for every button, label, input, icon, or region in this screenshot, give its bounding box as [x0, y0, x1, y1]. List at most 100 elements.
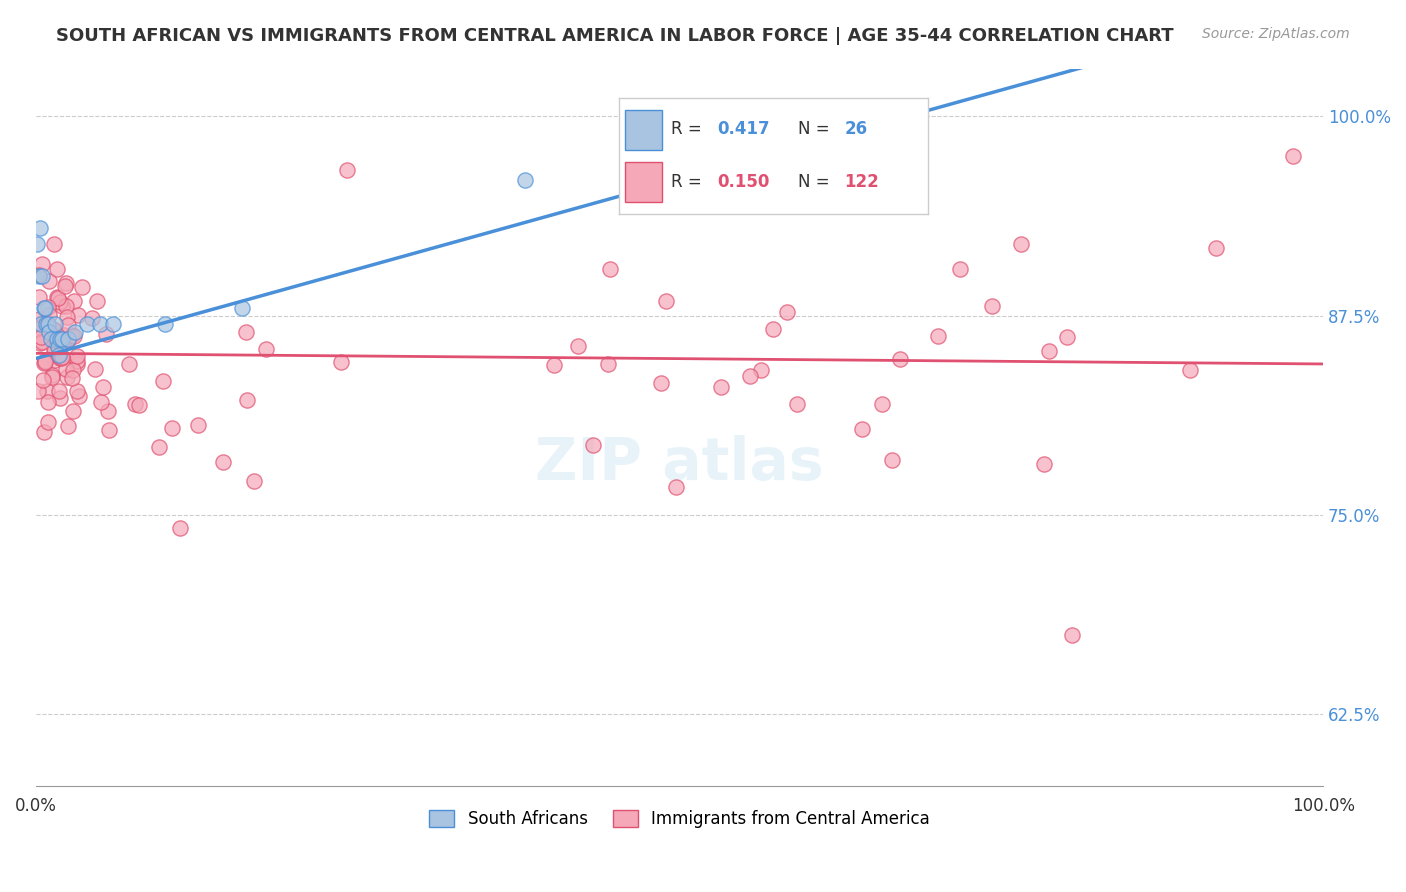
- Immigrants from Central America: [749, 363, 772, 377]
- Immigrants from Central America: [235, 325, 257, 339]
- Immigrants from Central America: [90, 395, 112, 409]
- Immigrants from Central America: [665, 480, 688, 494]
- South Africans: [513, 173, 536, 187]
- Immigrants from Central America: [948, 261, 970, 276]
- Bar: [624, 162, 662, 202]
- Text: ZIP atlas: ZIP atlas: [536, 434, 824, 491]
- Immigrants from Central America: [49, 294, 72, 309]
- Immigrants from Central America: [1032, 457, 1054, 471]
- Immigrants from Central America: [37, 320, 59, 334]
- South Africans: [56, 333, 79, 347]
- South Africans: [89, 317, 111, 331]
- Text: R =: R =: [671, 120, 702, 138]
- Immigrants from Central America: [49, 391, 72, 405]
- Immigrants from Central America: [62, 404, 84, 418]
- Immigrants from Central America: [46, 262, 69, 277]
- Immigrants from Central America: [34, 354, 56, 368]
- Immigrants from Central America: [37, 315, 59, 329]
- Immigrants from Central America: [152, 374, 174, 388]
- Immigrants from Central America: [42, 329, 65, 343]
- Immigrants from Central America: [46, 290, 69, 304]
- Immigrants from Central America: [650, 376, 672, 390]
- Immigrants from Central America: [786, 397, 808, 411]
- Immigrants from Central America: [63, 294, 86, 309]
- South Africans: [44, 317, 66, 331]
- Immigrants from Central America: [86, 293, 108, 308]
- Immigrants from Central America: [53, 279, 76, 293]
- Immigrants from Central America: [243, 474, 266, 488]
- Immigrants from Central America: [44, 236, 66, 251]
- Immigrants from Central America: [51, 299, 73, 313]
- Immigrants from Central America: [212, 455, 235, 469]
- Immigrants from Central America: [66, 308, 89, 322]
- Immigrants from Central America: [72, 280, 94, 294]
- South Africans: [34, 301, 56, 315]
- Immigrants from Central America: [42, 323, 65, 337]
- Immigrants from Central America: [1038, 344, 1060, 359]
- Immigrants from Central America: [1060, 628, 1083, 642]
- Immigrants from Central America: [60, 370, 83, 384]
- Immigrants from Central America: [32, 373, 55, 387]
- Immigrants from Central America: [28, 312, 51, 326]
- Immigrants from Central America: [776, 305, 799, 319]
- Immigrants from Central America: [34, 353, 56, 368]
- Immigrants from Central America: [55, 362, 77, 376]
- Immigrants from Central America: [82, 310, 104, 325]
- Immigrants from Central America: [1281, 149, 1303, 163]
- Immigrants from Central America: [655, 293, 678, 308]
- Immigrants from Central America: [980, 299, 1002, 313]
- Immigrants from Central America: [330, 355, 353, 369]
- Immigrants from Central America: [58, 333, 80, 347]
- Immigrants from Central America: [32, 425, 55, 439]
- Immigrants from Central America: [98, 424, 121, 438]
- Immigrants from Central America: [124, 397, 146, 411]
- Text: SOUTH AFRICAN VS IMMIGRANTS FROM CENTRAL AMERICA IN LABOR FORCE | AGE 35-44 CORR: SOUTH AFRICAN VS IMMIGRANTS FROM CENTRAL…: [56, 27, 1174, 45]
- Immigrants from Central America: [56, 419, 79, 434]
- Immigrants from Central America: [56, 369, 79, 384]
- South Africans: [28, 221, 51, 235]
- Immigrants from Central America: [56, 310, 79, 325]
- Immigrants from Central America: [66, 349, 89, 363]
- Text: 26: 26: [845, 120, 868, 138]
- South Africans: [45, 333, 67, 347]
- Immigrants from Central America: [41, 369, 63, 384]
- Immigrants from Central America: [42, 334, 65, 348]
- Immigrants from Central America: [336, 162, 359, 177]
- Immigrants from Central America: [1205, 241, 1227, 255]
- Immigrants from Central America: [927, 329, 949, 343]
- South Africans: [76, 317, 98, 331]
- Immigrants from Central America: [710, 380, 733, 394]
- Immigrants from Central America: [599, 262, 621, 277]
- Immigrants from Central America: [738, 369, 761, 384]
- Immigrants from Central America: [38, 274, 60, 288]
- Immigrants from Central America: [30, 330, 52, 344]
- Immigrants from Central America: [235, 392, 257, 407]
- Immigrants from Central America: [55, 277, 77, 291]
- Immigrants from Central America: [598, 357, 620, 371]
- South Africans: [153, 317, 176, 331]
- Text: N =: N =: [799, 173, 830, 191]
- Immigrants from Central America: [67, 389, 90, 403]
- Immigrants from Central America: [169, 521, 191, 535]
- Immigrants from Central America: [37, 300, 59, 314]
- Immigrants from Central America: [187, 418, 209, 433]
- Immigrants from Central America: [55, 299, 77, 313]
- South Africans: [27, 268, 49, 283]
- Immigrants from Central America: [27, 384, 49, 398]
- South Africans: [46, 341, 69, 355]
- Immigrants from Central America: [66, 353, 89, 368]
- Immigrants from Central America: [51, 351, 73, 366]
- Immigrants from Central America: [48, 384, 70, 399]
- Text: N =: N =: [799, 120, 830, 138]
- Immigrants from Central America: [46, 339, 69, 353]
- South Africans: [25, 236, 48, 251]
- Immigrants from Central America: [162, 421, 184, 435]
- Immigrants from Central America: [567, 339, 589, 353]
- Immigrants from Central America: [118, 358, 141, 372]
- South Africans: [35, 317, 58, 331]
- Immigrants from Central America: [28, 290, 51, 304]
- South Africans: [37, 317, 59, 331]
- Immigrants from Central America: [148, 440, 170, 454]
- Immigrants from Central America: [51, 350, 73, 364]
- Immigrants from Central America: [31, 334, 53, 349]
